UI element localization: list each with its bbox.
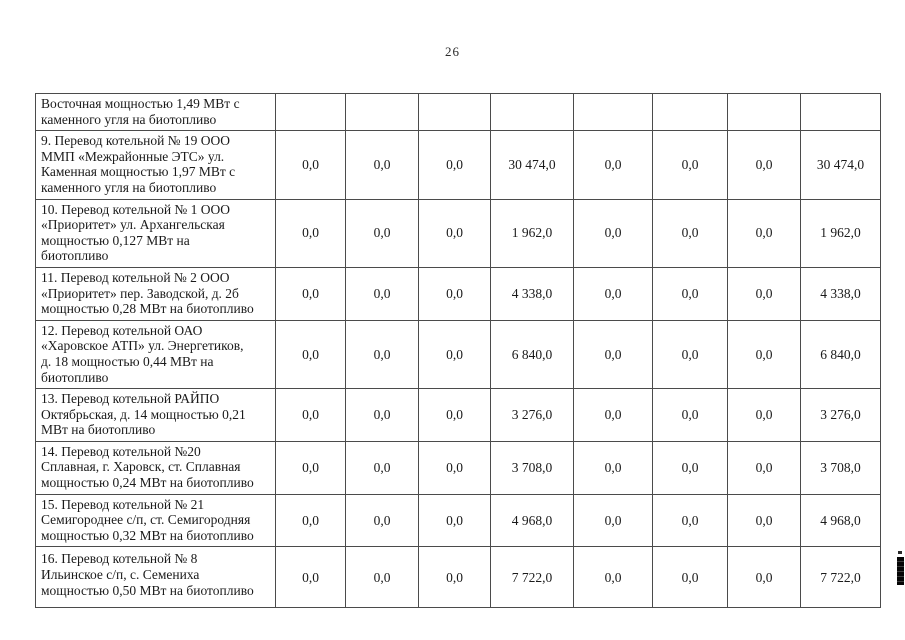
cell-value: 0,0 <box>275 130 346 200</box>
table-row: 10. Перевод котельной № 1 ООО «Приоритет… <box>35 198 881 268</box>
cell-value: 0,0 <box>418 130 491 200</box>
cell-value: 0,0 <box>652 440 728 495</box>
cell-value: 7 722,0 <box>800 546 881 609</box>
cell-value: 4 968,0 <box>800 493 881 548</box>
cell-value: 0,0 <box>275 388 346 442</box>
cell-value: 0,0 <box>345 388 419 442</box>
cell-value: 0,0 <box>652 319 728 390</box>
table-row: 12. Перевод котельной ОАО «Харовское АТП… <box>35 319 881 390</box>
cell-value: 6 840,0 <box>800 319 881 390</box>
cell-value: 6 840,0 <box>490 319 574 390</box>
cell-value: 0,0 <box>727 388 801 442</box>
row-description: Восточная мощностью 1,49 МВт с каменного… <box>35 92 276 132</box>
table-body: Восточная мощностью 1,49 МВт с каменного… <box>35 92 881 609</box>
row-description: 13. Перевод котельной РАЙПО Октябрьская,… <box>35 388 276 442</box>
cell-value: 30 474,0 <box>490 130 574 200</box>
row-description: 10. Перевод котельной № 1 ООО «Приоритет… <box>35 198 276 268</box>
table-row: 15. Перевод котельной № 21 Семигороднее … <box>35 493 881 548</box>
row-description: 11. Перевод котельной № 2 ООО «Приоритет… <box>35 266 276 321</box>
cell-value: 0,0 <box>418 319 491 390</box>
cell-value <box>345 92 419 132</box>
cell-value: 0,0 <box>573 388 653 442</box>
page-number: 26 <box>445 44 460 59</box>
cell-value: 1 962,0 <box>800 198 881 268</box>
cell-value: 0,0 <box>573 493 653 548</box>
cell-value <box>275 92 346 132</box>
cell-value: 0,0 <box>275 440 346 495</box>
cell-value: 0,0 <box>418 198 491 268</box>
cell-value: 0,0 <box>345 319 419 390</box>
scan-ink-artifact <box>897 551 904 585</box>
cell-value: 0,0 <box>652 493 728 548</box>
boiler-conversion-table: Восточная мощностью 1,49 МВт с каменного… <box>35 92 881 609</box>
cell-value: 0,0 <box>652 198 728 268</box>
cell-value: 0,0 <box>727 319 801 390</box>
cell-value: 0,0 <box>275 266 346 321</box>
cell-value: 3 708,0 <box>800 440 881 495</box>
cell-value: 0,0 <box>727 546 801 609</box>
cell-value: 3 276,0 <box>800 388 881 442</box>
cell-value <box>490 92 574 132</box>
row-description: 9. Перевод котельной № 19 ООО ММП «Межра… <box>35 130 276 200</box>
cell-value: 0,0 <box>727 266 801 321</box>
cell-value: 4 968,0 <box>490 493 574 548</box>
table-row: 11. Перевод котельной № 2 ООО «Приоритет… <box>35 266 881 321</box>
cell-value <box>573 92 653 132</box>
cell-value <box>418 92 491 132</box>
cell-value: 0,0 <box>345 266 419 321</box>
row-description: 14. Перевод котельной №20 Сплавная, г. Х… <box>35 440 276 495</box>
cell-value: 0,0 <box>418 493 491 548</box>
cell-value: 3 276,0 <box>490 388 574 442</box>
row-description: 16. Перевод котельной № 8 Ильинское с/п,… <box>35 546 276 609</box>
cell-value: 0,0 <box>418 546 491 609</box>
cell-value: 0,0 <box>652 266 728 321</box>
cell-value: 0,0 <box>345 493 419 548</box>
cell-value: 0,0 <box>727 130 801 200</box>
cell-value: 0,0 <box>573 440 653 495</box>
cell-value: 0,0 <box>345 198 419 268</box>
cell-value: 4 338,0 <box>800 266 881 321</box>
cell-value: 0,0 <box>275 319 346 390</box>
cell-value: 0,0 <box>652 388 728 442</box>
cell-value: 7 722,0 <box>490 546 574 609</box>
cell-value: 0,0 <box>727 440 801 495</box>
cell-value: 3 708,0 <box>490 440 574 495</box>
cell-value: 0,0 <box>275 493 346 548</box>
table-row: 9. Перевод котельной № 19 ООО ММП «Межра… <box>35 130 881 200</box>
cell-value: 0,0 <box>573 266 653 321</box>
cell-value: 0,0 <box>275 546 346 609</box>
row-description: 15. Перевод котельной № 21 Семигороднее … <box>35 493 276 548</box>
cell-value: 1 962,0 <box>490 198 574 268</box>
cell-value: 0,0 <box>652 130 728 200</box>
cell-value <box>652 92 728 132</box>
cell-value <box>800 92 881 132</box>
cell-value: 0,0 <box>418 440 491 495</box>
table-row: 16. Перевод котельной № 8 Ильинское с/п,… <box>35 546 881 609</box>
cell-value: 0,0 <box>573 198 653 268</box>
table-row: 14. Перевод котельной №20 Сплавная, г. Х… <box>35 440 881 495</box>
cell-value: 0,0 <box>345 130 419 200</box>
cell-value: 0,0 <box>345 440 419 495</box>
cell-value: 0,0 <box>573 130 653 200</box>
cell-value: 0,0 <box>573 319 653 390</box>
row-description: 12. Перевод котельной ОАО «Харовское АТП… <box>35 319 276 390</box>
cell-value: 0,0 <box>727 198 801 268</box>
cell-value: 0,0 <box>652 546 728 609</box>
cell-value: 30 474,0 <box>800 130 881 200</box>
cell-value: 0,0 <box>573 546 653 609</box>
cell-value: 0,0 <box>418 388 491 442</box>
cell-value <box>727 92 801 132</box>
cell-value: 0,0 <box>727 493 801 548</box>
cell-value: 0,0 <box>418 266 491 321</box>
cell-value: 0,0 <box>345 546 419 609</box>
table-row: 13. Перевод котельной РАЙПО Октябрьская,… <box>35 388 881 442</box>
cell-value: 0,0 <box>275 198 346 268</box>
cell-value: 4 338,0 <box>490 266 574 321</box>
table-row: Восточная мощностью 1,49 МВт с каменного… <box>35 92 881 132</box>
